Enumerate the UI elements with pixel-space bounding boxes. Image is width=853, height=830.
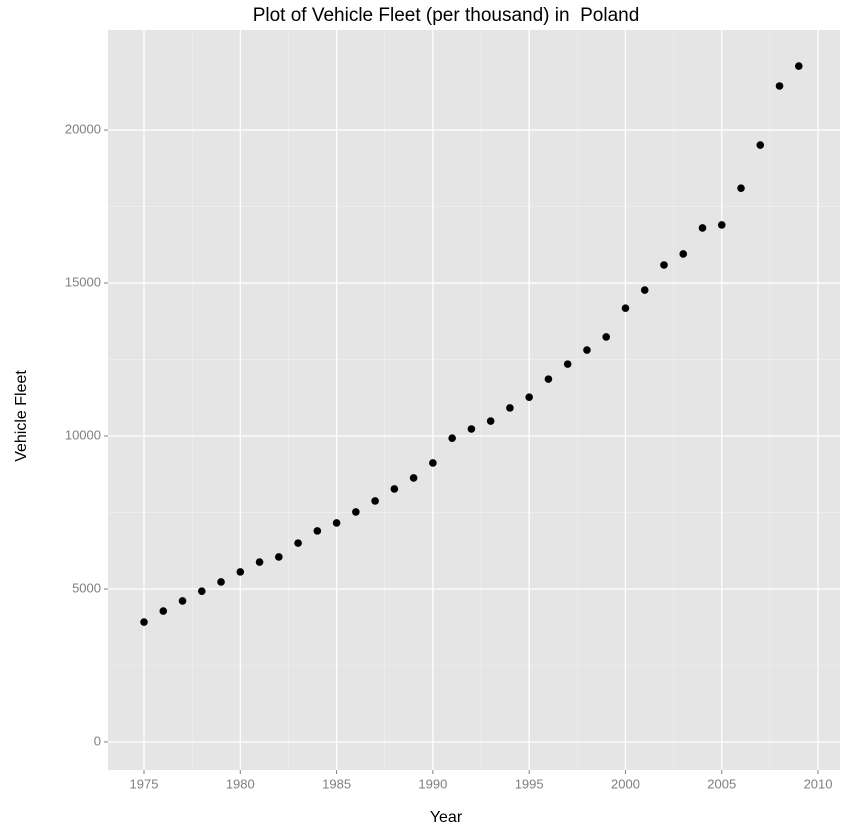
x-tick-label: 2010: [804, 776, 833, 791]
point: [698, 224, 707, 232]
y-tick-label: 20000: [65, 121, 101, 136]
y-axis-label: Vehicle Fleet: [13, 370, 30, 462]
point: [352, 508, 360, 516]
point: [794, 62, 803, 70]
point: [197, 587, 206, 595]
point: [275, 553, 283, 561]
point: [660, 261, 668, 269]
point: [294, 539, 302, 547]
point: [737, 184, 745, 192]
point: [775, 82, 784, 90]
point: [602, 333, 611, 341]
point: [640, 286, 649, 294]
point: [525, 393, 533, 401]
x-tick-label: 1985: [322, 776, 351, 791]
point: [217, 578, 225, 586]
point: [178, 597, 187, 605]
point: [140, 618, 148, 626]
point: [255, 558, 264, 566]
y-tick-label: 5000: [72, 580, 101, 595]
point: [679, 250, 688, 258]
point: [486, 417, 495, 425]
y-tick-label: 0: [94, 733, 101, 748]
point: [429, 459, 437, 467]
y-tick-label: 10000: [65, 427, 101, 442]
x-tick-label: 1995: [515, 776, 544, 791]
point: [313, 527, 322, 535]
y-tick-label: 15000: [65, 274, 101, 289]
x-tick-label: 2000: [611, 776, 640, 791]
point: [332, 519, 341, 527]
point: [371, 497, 379, 505]
point: [563, 360, 572, 368]
point: [467, 425, 476, 433]
panel: [108, 30, 840, 770]
point: [159, 607, 168, 615]
chart-title: Plot of Vehicle Fleet (per thousand) in …: [253, 5, 640, 26]
point: [621, 304, 630, 312]
point: [236, 568, 245, 576]
point: [717, 221, 726, 229]
point: [506, 404, 514, 412]
point: [756, 141, 765, 149]
x-tick-label: 1980: [226, 776, 255, 791]
x-axis-label: Year: [430, 809, 463, 826]
point: [544, 375, 553, 383]
point: [390, 485, 399, 493]
x-tick-label: 1975: [130, 776, 159, 791]
x-tick-label: 1990: [418, 776, 447, 791]
x-tick-label: 2005: [707, 776, 736, 791]
point: [583, 346, 591, 354]
point: [409, 474, 418, 482]
point: [448, 434, 456, 442]
